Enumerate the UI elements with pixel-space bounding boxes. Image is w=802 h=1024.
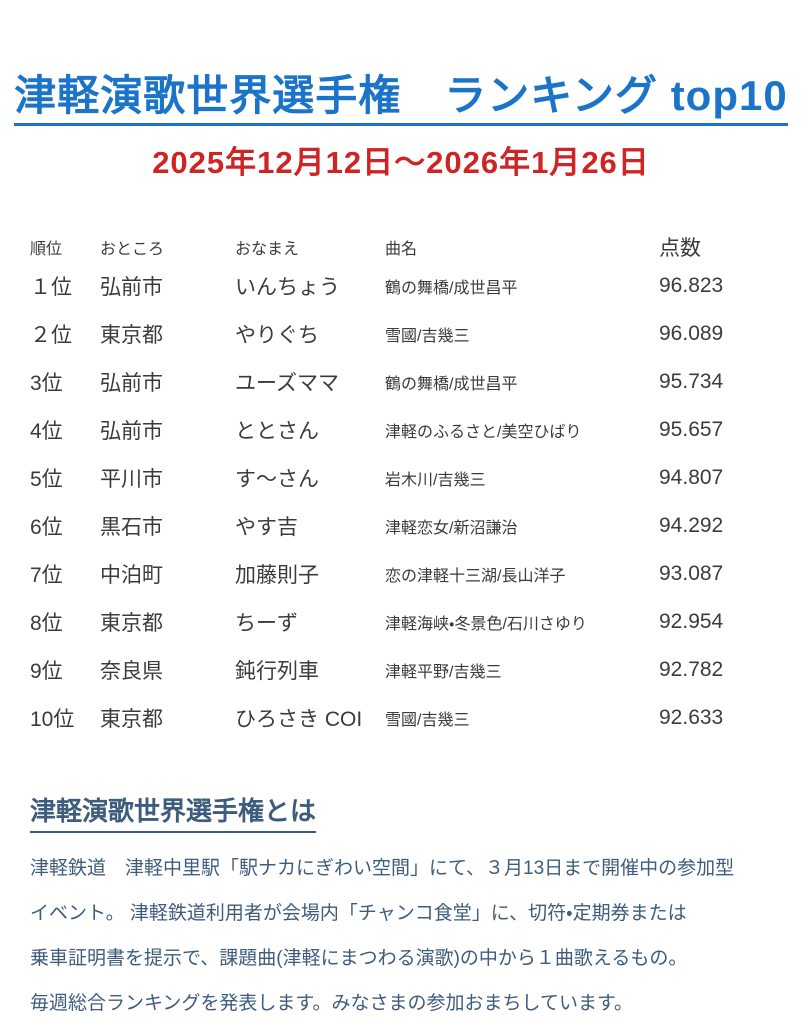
rank-cell: 5位	[30, 468, 63, 492]
header-place: おところ	[100, 241, 165, 259]
place-cell: 東京都	[100, 324, 163, 348]
table-header-row: 順位 おところ おなまえ 曲名 点数	[30, 232, 802, 262]
song-cell: 恋の津軽十三湖/長山洋子	[385, 568, 566, 586]
place-cell: 東京都	[100, 708, 163, 732]
name-cell: 加藤則子	[235, 564, 319, 588]
place-cell: 東京都	[100, 612, 163, 636]
table-row: 3位 弘前市 ユーズママ 鶴の舞橋/成世昌平 95.734	[30, 358, 802, 406]
table-row: 10位 東京都 ひろさき COI 雪國/吉幾三 92.633	[30, 694, 802, 742]
song-cell: 岩木川/吉幾三	[385, 472, 486, 490]
rank-cell: 7位	[30, 564, 63, 588]
table-row: 6位 黒石市 やす吉 津軽恋女/新沼謙治 94.292	[30, 502, 802, 550]
song-cell: 津軽海峡・冬景色/石川さゆり	[385, 616, 587, 634]
rank-cell: 6位	[30, 516, 63, 540]
rank-cell: 10位	[30, 708, 75, 732]
about-paragraph-line: 乗車証明書を提示で、課題曲(津軽にまつわる演歌)の中から１曲歌えるもの。	[30, 948, 688, 970]
about-paragraph-line: 津軽鉄道 津軽中里駅「駅ナカにぎわい空間」にて、３月13日まで開催中の参加型	[30, 858, 735, 880]
table-row: ２位 東京都 やりぐち 雪國/吉幾三 96.089	[30, 310, 802, 358]
name-cell: やりぐち	[235, 324, 319, 348]
place-cell: 奈良県	[100, 660, 163, 684]
score-cell: 94.292	[659, 514, 724, 538]
place-cell: 弘前市	[100, 372, 163, 396]
score-cell: 94.807	[659, 466, 724, 490]
score-cell: 95.734	[659, 370, 724, 394]
song-cell: 鶴の舞橋/成世昌平	[385, 280, 518, 298]
place-cell: 弘前市	[100, 276, 163, 300]
score-cell: 95.657	[659, 418, 724, 442]
about-section: 津軽演歌世界選手権とは 津軽鉄道 津軽中里駅「駅ナカにぎわい空間」にて、３月13…	[30, 796, 802, 1013]
table-row: 9位 奈良県 鈍行列車 津軽平野/吉幾三 92.782	[30, 646, 802, 694]
table-row: 4位 弘前市 ととさん 津軽のふるさと/美空ひばり 95.657	[30, 406, 802, 454]
about-paragraph-line: 毎週総合ランキングを発表します。みなさまの参加おまちしています。	[30, 993, 634, 1015]
header-song: 曲名	[385, 241, 418, 259]
name-cell: ととさん	[235, 420, 319, 444]
name-cell: やす吉	[235, 516, 298, 540]
rank-cell: 9位	[30, 660, 63, 684]
song-cell: 雪國/吉幾三	[385, 712, 470, 730]
date-range: 2025年12月12日～2026年1月26日	[152, 145, 650, 181]
place-cell: 弘前市	[100, 420, 163, 444]
header-name: おなまえ	[235, 241, 300, 259]
song-cell: 雪國/吉幾三	[385, 328, 470, 346]
header-rank: 順位	[30, 241, 63, 259]
song-cell: 津軽恋女/新沼謙治	[385, 520, 518, 538]
rank-cell: 8位	[30, 612, 63, 636]
rank-cell: 3位	[30, 372, 63, 396]
about-paragraph-line: イベント。 津軽鉄道利用者が会場内「チャンコ食堂」に、切符・定期券または	[30, 903, 687, 925]
rank-cell: １位	[30, 276, 72, 300]
table-row: １位 弘前市 いんちょう 鶴の舞橋/成世昌平 96.823	[30, 262, 802, 310]
score-cell: 96.823	[659, 274, 724, 298]
place-cell: 黒石市	[100, 516, 163, 540]
song-cell: 鶴の舞橋/成世昌平	[385, 376, 518, 394]
title-row: 津軽演歌世界選手権 ランキング top10	[0, 72, 802, 127]
score-cell: 92.782	[659, 658, 724, 682]
name-cell: 鈍行列車	[235, 660, 319, 684]
rank-cell: 4位	[30, 420, 63, 444]
ranking-table: 順位 おところ おなまえ 曲名 点数 １位 弘前市 いんちょう 鶴の舞橋/成世昌…	[30, 232, 802, 742]
rank-cell: ２位	[30, 324, 72, 348]
about-heading: 津軽演歌世界選手権とは	[30, 796, 317, 834]
table-row: 8位 東京都 ちーず 津軽海峡・冬景色/石川さゆり 92.954	[30, 598, 802, 646]
header-score: 点数	[659, 237, 701, 261]
name-cell: ひろさき COI	[235, 708, 363, 732]
score-cell: 96.089	[659, 322, 724, 346]
place-cell: 中泊町	[100, 564, 163, 588]
score-cell: 92.633	[659, 706, 724, 730]
score-cell: 93.087	[659, 562, 724, 586]
table-row: 7位 中泊町 加藤則子 恋の津軽十三湖/長山洋子 93.087	[30, 550, 802, 598]
name-cell: す～さん	[235, 468, 319, 492]
table-row: 5位 平川市 す～さん 岩木川/吉幾三 94.807	[30, 454, 802, 502]
place-cell: 平川市	[100, 468, 163, 492]
page-title: 津軽演歌世界選手権 ランキング top10	[14, 72, 788, 127]
song-cell: 津軽平野/吉幾三	[385, 664, 502, 682]
name-cell: ちーず	[235, 612, 298, 636]
song-cell: 津軽のふるさと/美空ひばり	[385, 424, 582, 442]
name-cell: ユーズママ	[235, 372, 339, 396]
name-cell: いんちょう	[235, 276, 340, 300]
score-cell: 92.954	[659, 610, 724, 634]
